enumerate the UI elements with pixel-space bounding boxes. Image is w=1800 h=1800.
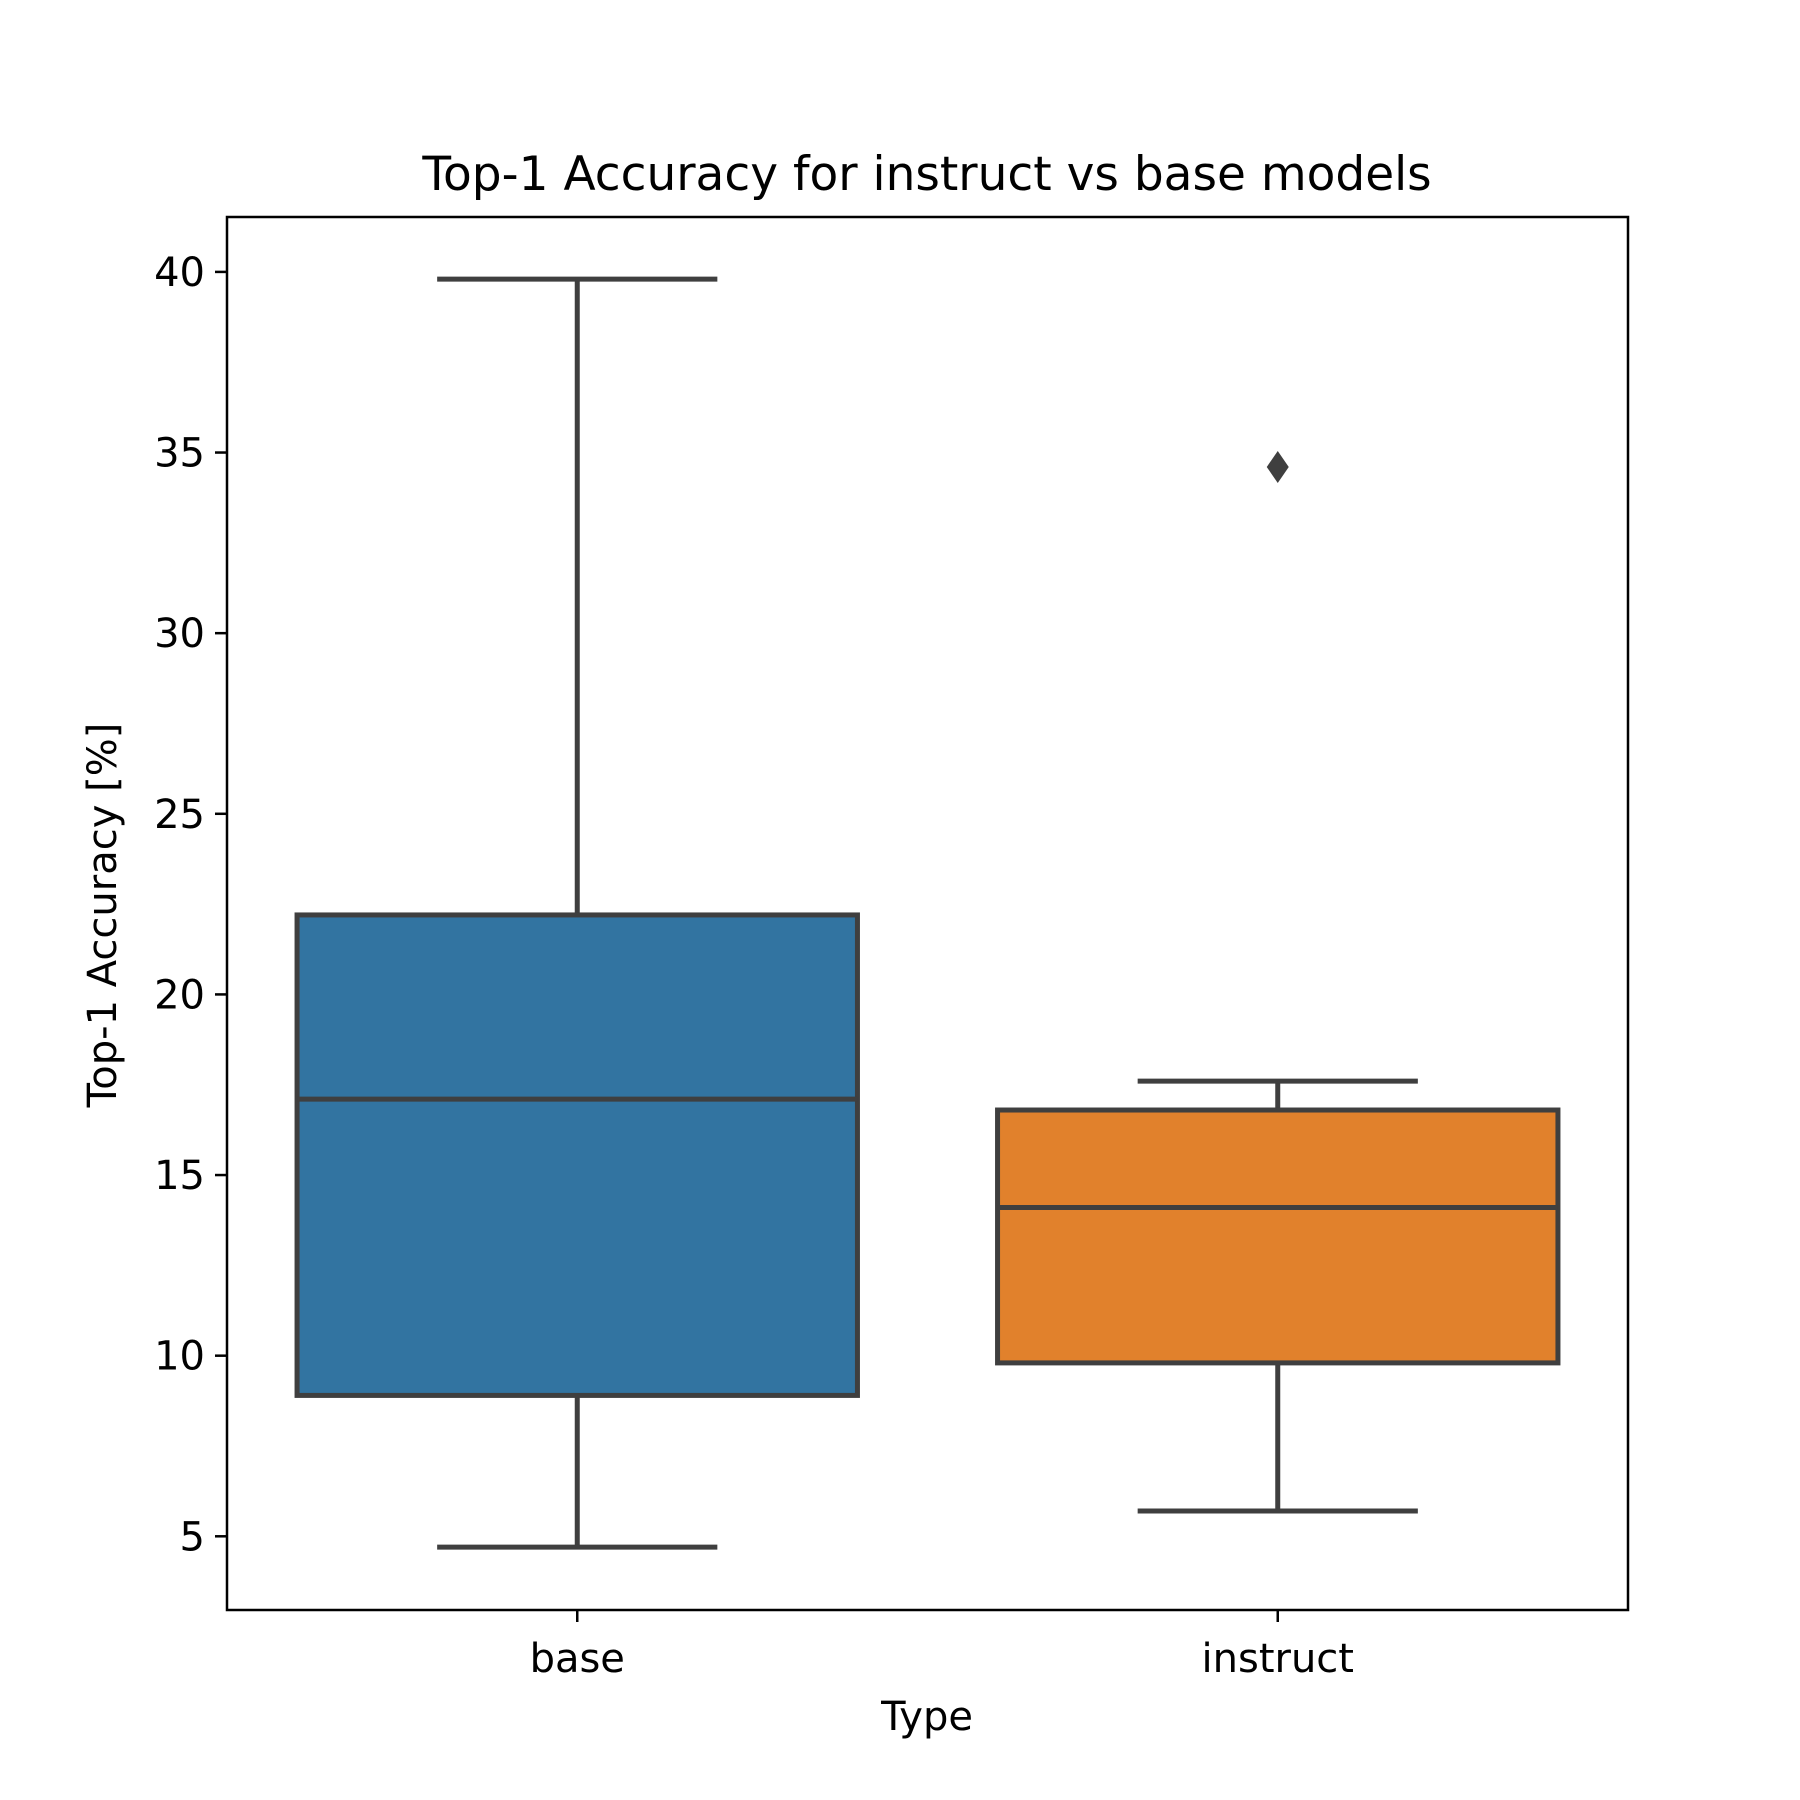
plot-frame [225,215,1630,1612]
y-tick-label: 5 [180,1514,205,1560]
box-base [294,276,860,1550]
y-tick-label: 35 [154,431,205,477]
y-tick-label: 20 [154,972,205,1018]
outlier-point [1266,450,1289,483]
x-axis-label: Type [880,1694,973,1740]
y-tick-label: 25 [154,792,205,838]
x-tick-label: instruct [1202,1636,1354,1682]
y-axis: 5 10 15 20 25 30 35 40 [154,250,227,1560]
x-tick-label: base [530,1636,625,1682]
chart-title: Top-1 Accuracy for instruct vs base mode… [421,147,1431,202]
y-axis-label: Top-1 Accuracy [%] [80,723,126,1109]
box-instruct [995,450,1561,1514]
y-tick-label: 40 [154,250,205,296]
iqr-box [995,1107,1561,1366]
plot-area [225,215,1630,1612]
x-axis: base instruct [530,1610,1354,1682]
y-tick-label: 30 [154,611,205,657]
y-tick-label: 10 [154,1334,205,1380]
iqr-box [294,912,860,1398]
y-tick-label: 15 [154,1153,205,1199]
